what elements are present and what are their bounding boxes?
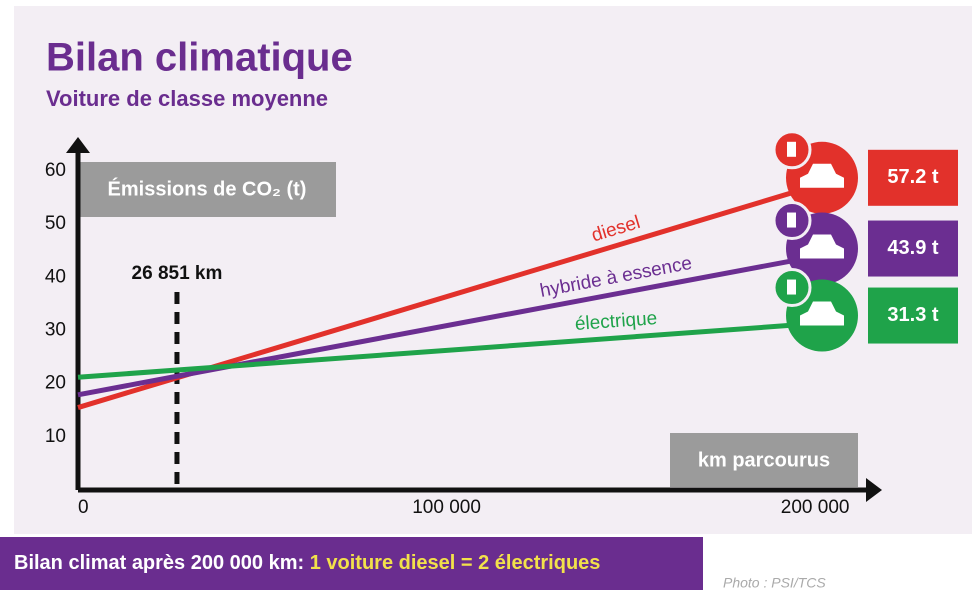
y-label-box [78,162,336,217]
footer-highlight: 1 voiture diesel = 2 électriques [310,552,601,574]
x-axis-arrow [866,478,882,502]
value-label: 57.2 t [887,166,938,188]
footer: Bilan climat après 200 000 km: 1 voiture… [14,552,600,574]
value-label: 31.3 t [887,304,938,326]
fuel-icon [787,212,796,228]
x-axis-label: km parcourus [698,449,830,471]
y-tick-label: 10 [45,426,66,447]
y-tick-label: 50 [45,213,66,234]
y-axis-label: Émissions de CO₂ (t) [108,177,307,200]
y-tick-label: 30 [45,319,66,340]
y-tick-label: 40 [45,266,66,287]
value-box [868,287,958,344]
annotation-label: 26 851 km [132,263,223,284]
footer-box [0,537,703,590]
y-tick-label: 20 [45,373,66,394]
value-box [868,220,958,277]
x-tick-label: 100 000 [412,497,481,518]
value-label: 43.9 t [887,237,938,259]
car-icon [800,301,844,326]
car-icon [800,163,844,188]
chart-subtitle: Voiture de classe moyenne [46,86,328,111]
fuel-icon [787,141,796,157]
credit: Photo : PSI/TCS [723,575,826,591]
x-tick-label: 200 000 [781,497,850,518]
fuel-icon [787,279,796,295]
chart-title: Bilan climatique [46,36,353,80]
y-axis-arrow [66,137,90,153]
y-tick-label: 60 [45,160,66,181]
x-tick-label: 0 [78,497,89,518]
footer-text: Bilan climat après 200 000 km: [14,552,310,574]
x-label-box [670,433,858,487]
series-line [77,254,816,398]
series-line [77,321,816,380]
car-icon [800,234,844,259]
value-box [868,149,958,206]
